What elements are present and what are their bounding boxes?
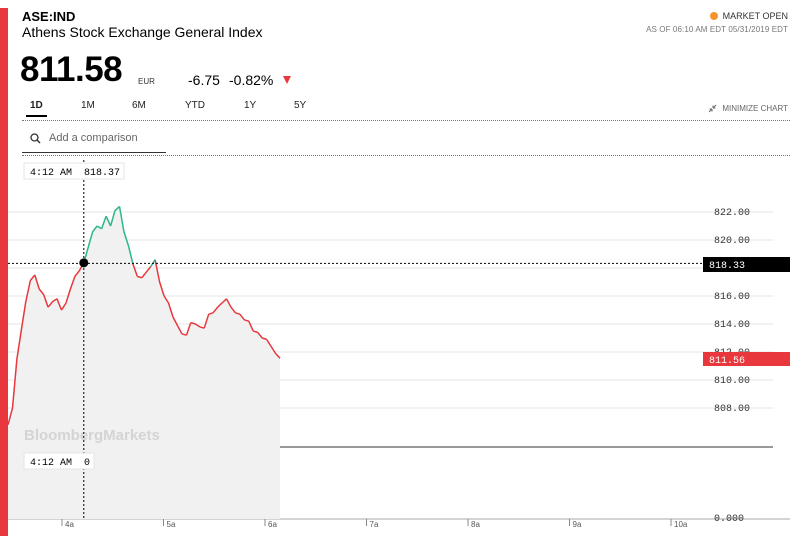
index-name: Athens Stock Exchange General Index bbox=[22, 24, 263, 40]
crosshair-value: 818.37 bbox=[84, 168, 120, 179]
x-tick-label: 10a bbox=[674, 520, 688, 529]
percent-change: -0.82% bbox=[229, 72, 274, 88]
crosshair-volume-time: 4:12 AM bbox=[30, 458, 72, 469]
tab-1m[interactable]: 1M bbox=[81, 100, 95, 111]
tab-5y[interactable]: 5Y bbox=[294, 100, 307, 111]
y-tick-label: 820.00 bbox=[714, 236, 750, 247]
down-arrow-icon bbox=[283, 76, 291, 84]
x-tick-label: 9a bbox=[573, 520, 582, 529]
previous-close-tag: 818.33 bbox=[703, 257, 790, 272]
tabs-divider bbox=[22, 120, 790, 121]
x-tick-label: 4a bbox=[65, 520, 74, 529]
crosshair-point bbox=[79, 258, 89, 268]
y-tick-label: 810.00 bbox=[714, 376, 750, 387]
price-area bbox=[8, 206, 280, 519]
y-axis: 822.00820.00818.00816.00814.00812.00810.… bbox=[714, 208, 750, 415]
as-of-timestamp: AS OF 06:10 AM EDT 05/31/2019 EDT bbox=[646, 25, 788, 34]
tab-1y[interactable]: 1Y bbox=[244, 100, 257, 111]
search-divider bbox=[22, 155, 790, 156]
x-tick-label: 8a bbox=[471, 520, 480, 529]
current-price-value: 811.56 bbox=[709, 356, 745, 367]
crosshair-volume-value: 0 bbox=[84, 458, 90, 469]
price-change: -6.75 bbox=[188, 72, 220, 88]
x-tick-label: 5a bbox=[167, 520, 176, 529]
y-tick-label: 816.00 bbox=[714, 292, 750, 303]
comparison-search bbox=[22, 124, 166, 153]
last-price: 811.58 bbox=[20, 50, 123, 89]
x-axis: 4a 5a 6a 7a 8a 9a 10a bbox=[61, 519, 688, 529]
ticker-symbol: ASE:IND bbox=[22, 9, 76, 24]
x-tick-label: 7a bbox=[370, 520, 379, 529]
price-line-above-close bbox=[83, 205, 156, 267]
price-line-below-close bbox=[7, 259, 281, 425]
currency-label: EUR bbox=[138, 77, 155, 86]
collapse-arrows-icon bbox=[709, 104, 717, 113]
crosshair-volume-label: 4:12 AM 0 bbox=[23, 452, 95, 470]
left-accent-bar bbox=[0, 8, 8, 536]
crosshair-price-label: 4:12 AM 818.37 bbox=[23, 162, 125, 180]
y-tick-label: 814.00 bbox=[714, 320, 750, 331]
tab-6m[interactable]: 6M bbox=[132, 100, 146, 111]
tab-1d[interactable]: 1D bbox=[26, 100, 47, 117]
volume-axis-label: 0.000 bbox=[714, 514, 744, 525]
y-tick-label: 822.00 bbox=[714, 208, 750, 219]
market-status: MARKET OPEN bbox=[709, 11, 788, 21]
previous-close-value: 818.33 bbox=[709, 261, 745, 272]
comparison-search-input[interactable] bbox=[47, 131, 161, 145]
crosshair-time: 4:12 AM bbox=[30, 168, 72, 179]
current-price-tag: 811.56 bbox=[703, 352, 790, 367]
search-icon bbox=[30, 132, 41, 144]
status-dot-icon bbox=[709, 12, 718, 20]
x-tick-label: 6a bbox=[268, 520, 277, 529]
y-tick-label: 808.00 bbox=[714, 404, 750, 415]
tab-ytd[interactable]: YTD bbox=[185, 100, 205, 111]
watermark: BloombergMarkets bbox=[24, 427, 160, 444]
minimize-chart-button[interactable]: MINIMIZE CHART bbox=[708, 104, 788, 113]
minimize-chart-label: MINIMIZE CHART bbox=[722, 104, 788, 113]
market-status-label: MARKET OPEN bbox=[722, 11, 788, 21]
